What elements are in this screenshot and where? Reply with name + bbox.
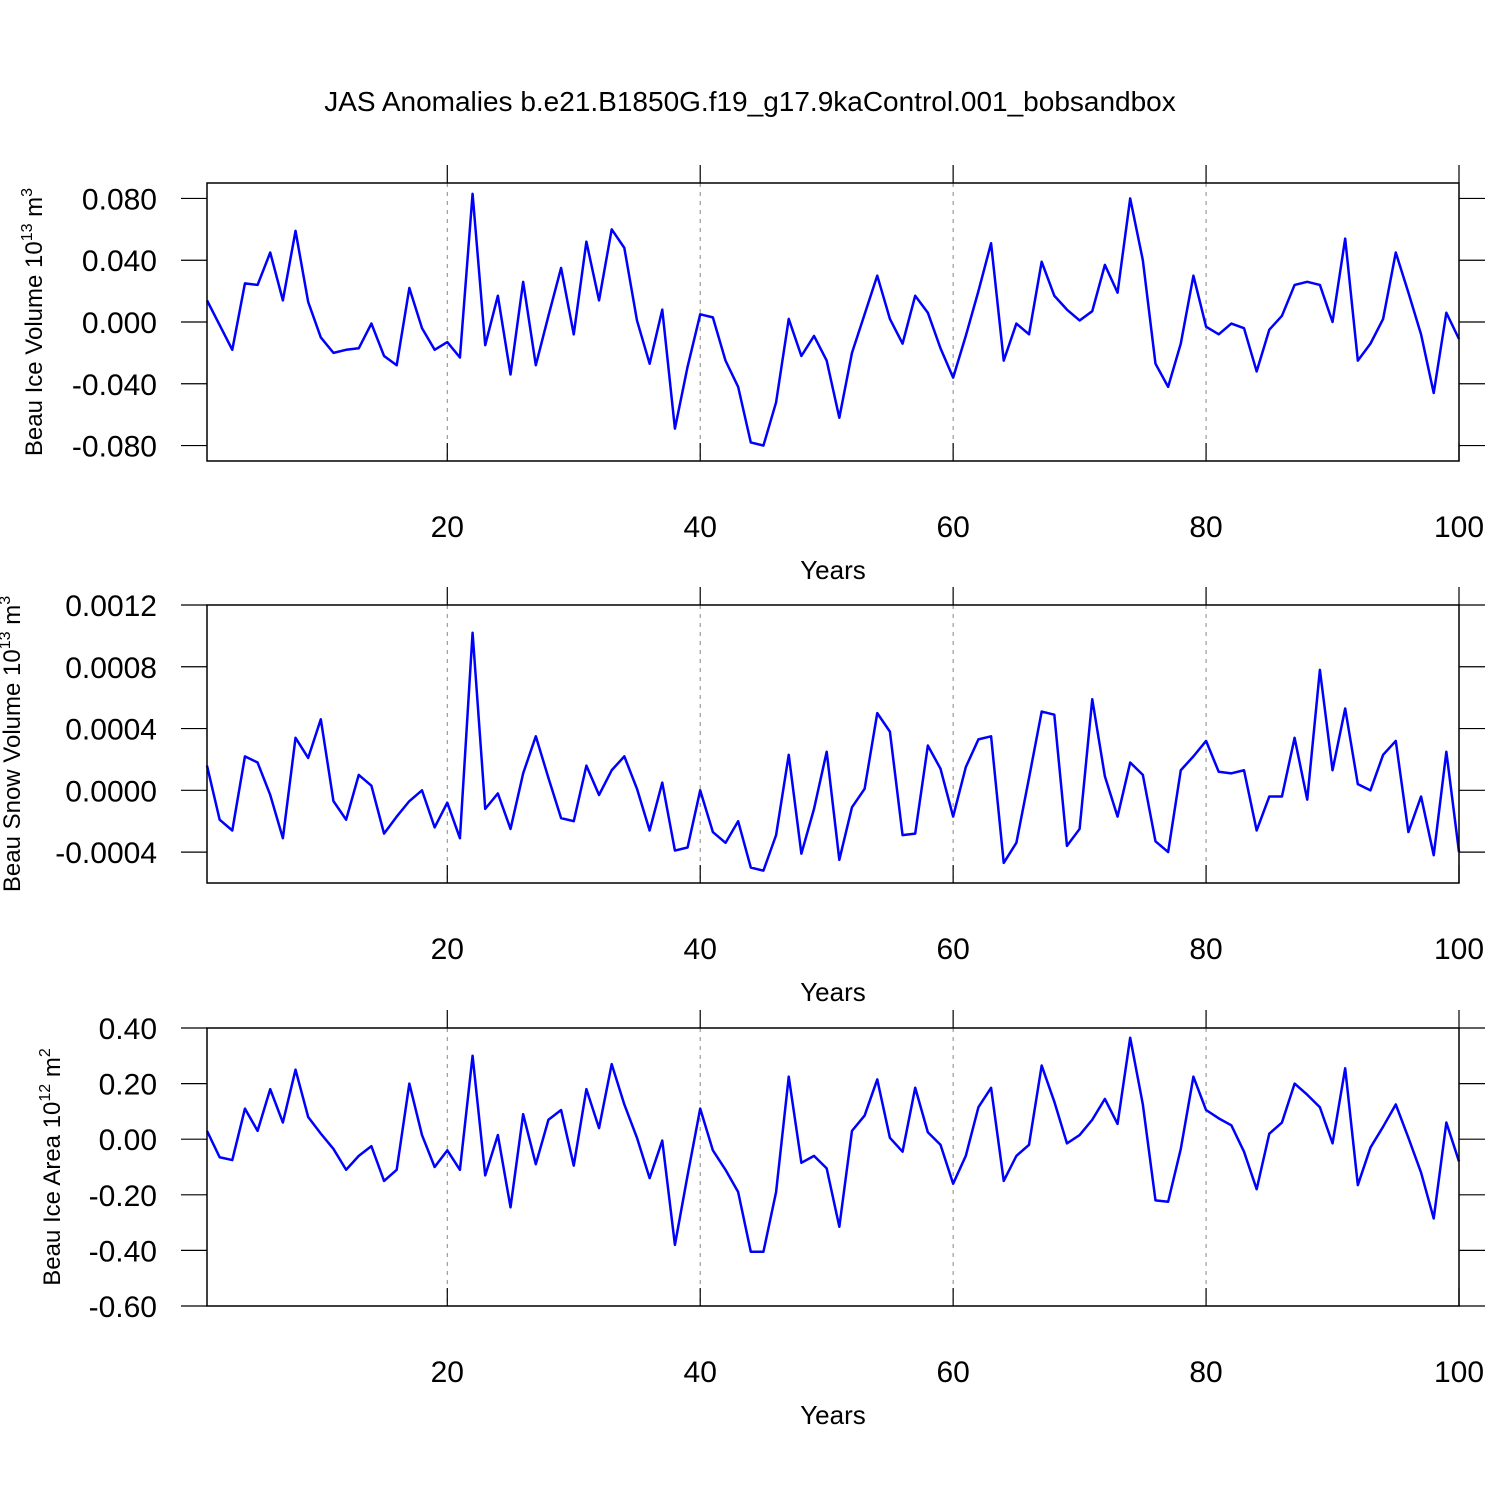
y-tick-label: 0.40 <box>99 1013 157 1046</box>
x-tick-label: 20 <box>431 933 464 966</box>
y-tick-label: 0.0004 <box>65 714 157 747</box>
plot-frame <box>206 1027 1460 1307</box>
y-tick-label: 0.040 <box>82 245 157 278</box>
y-tick-label: -0.080 <box>72 431 157 464</box>
x-tick-label: 80 <box>1189 511 1222 544</box>
y-tick-label: 0.080 <box>82 183 157 216</box>
y-label-unit-exponent: 2 <box>37 1048 54 1057</box>
y-tick-label: -0.040 <box>72 369 157 402</box>
y-label-unit-exponent: 3 <box>0 596 14 605</box>
y-tick-label: -0.20 <box>89 1180 157 1213</box>
y-label-exponent: 12 <box>37 1084 54 1102</box>
y-tick-label: 0.0000 <box>65 775 157 808</box>
x-tick-label: 60 <box>936 1356 969 1389</box>
y-label-text: Beau Snow Volume 10 <box>0 649 26 892</box>
y-label-unit: m <box>39 1057 66 1084</box>
y-tick-label: -0.60 <box>89 1291 157 1324</box>
x-tick-label: 60 <box>936 933 969 966</box>
x-tick-label: 100 <box>1434 511 1484 544</box>
y-label-text: Beau Ice Volume 10 <box>21 241 48 456</box>
figure-title: JAS Anomalies b.e21.B1850G.f19_g17.9kaCo… <box>324 86 1176 117</box>
y-axis-label: Beau Ice Area 1012 m2 <box>37 1048 66 1286</box>
y-axis-label: Beau Snow Volume 1013 m3 <box>0 596 26 892</box>
y-tick-label: 0.0008 <box>65 652 157 685</box>
y-label-text: Beau Ice Area 10 <box>39 1102 66 1286</box>
y-label-unit: m <box>0 605 26 632</box>
y-tick-label: -0.40 <box>89 1235 157 1268</box>
x-tick-label: 60 <box>936 511 969 544</box>
x-tick-label: 20 <box>431 511 464 544</box>
x-tick-label: 100 <box>1434 933 1484 966</box>
x-axis-label: Years <box>800 977 866 1007</box>
y-tick-label: 0.000 <box>82 307 157 340</box>
data-line <box>205 1036 1461 1254</box>
data-line <box>205 631 1461 872</box>
x-tick-label: 80 <box>1189 933 1222 966</box>
plot-frame <box>206 604 1460 884</box>
x-tick-label: 100 <box>1434 1356 1484 1389</box>
data-line <box>205 192 1461 447</box>
x-tick-label: 80 <box>1189 1356 1222 1389</box>
y-label-unit-exponent: 3 <box>19 188 36 197</box>
x-axis-label: Years <box>800 1400 866 1430</box>
y-tick-label: 0.00 <box>99 1124 157 1157</box>
y-tick-label: 0.20 <box>99 1069 157 1102</box>
plot-frame <box>206 182 1460 462</box>
y-tick-label: -0.0004 <box>55 837 157 870</box>
x-tick-label: 20 <box>431 1356 464 1389</box>
y-label-exponent: 13 <box>0 631 14 649</box>
x-axis-label: Years <box>800 555 866 585</box>
x-tick-label: 40 <box>684 511 717 544</box>
y-tick-label: 0.0012 <box>65 590 157 623</box>
y-label-exponent: 13 <box>19 223 36 241</box>
x-tick-label: 40 <box>684 933 717 966</box>
x-tick-label: 40 <box>684 1356 717 1389</box>
y-label-unit: m <box>21 197 48 224</box>
y-axis-label: Beau Ice Volume 1013 m3 <box>19 188 48 456</box>
